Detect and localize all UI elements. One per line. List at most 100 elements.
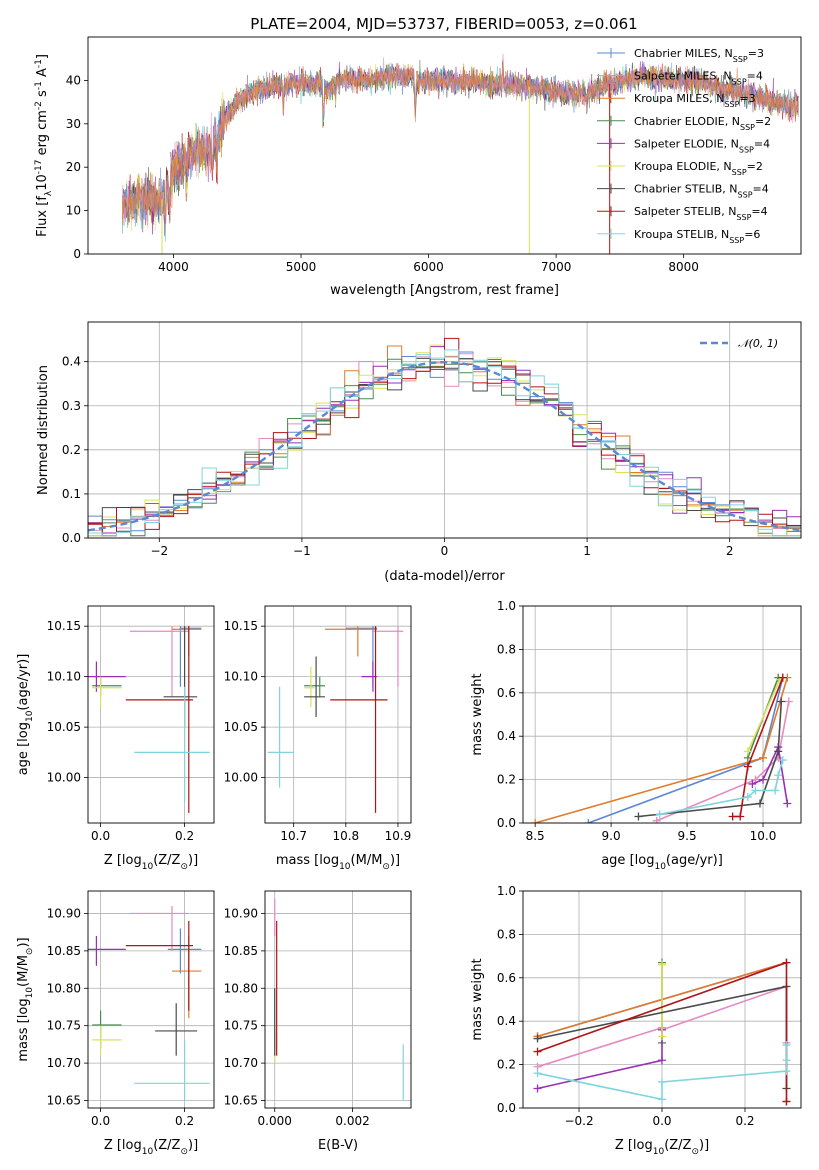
legend-label: Salpeter ELODIE, NSSP=4 bbox=[634, 137, 770, 154]
age-vs-z-x-label: Z [log10(Z/Z⊙)] bbox=[104, 853, 198, 872]
x-tick-label: 0.000 bbox=[258, 1114, 292, 1128]
plot-content bbox=[121, 54, 799, 254]
weight-vs-z-panel: −0.2 0.0 0.2 0.0 0.2 0.4 0.6 0.8 1.0 Z [log10(Z/Z… bbox=[470, 884, 802, 1157]
point-chabrier-miles bbox=[179, 626, 202, 687]
plot-frame bbox=[87, 321, 802, 539]
plot-content bbox=[274, 898, 404, 1101]
histogram-chabrier-miles bbox=[88, 351, 801, 537]
point-salpeter-miles bbox=[371, 626, 404, 687]
normal-curve bbox=[88, 360, 801, 532]
point-kroupa-stelib bbox=[267, 686, 294, 788]
weight-vs-age-x-label: age [log10(age/yr)] bbox=[601, 853, 723, 872]
point-kroupa-miles bbox=[324, 626, 378, 657]
series-marker bbox=[533, 1084, 542, 1093]
residuals-panel: −2 −1 0 1 2 0.0 0.1 0.2 0.3 0.4 𝒩(0, 1) (data-model… bbox=[36, 321, 802, 584]
y-tick-label: 0.2 bbox=[497, 773, 516, 787]
y-tick-label: 10.15 bbox=[224, 619, 258, 633]
mass-vs-z-panel: 0.0 0.2 10.65 10.70 10.75 10.80 10.85 10.90 Z [l… bbox=[16, 890, 215, 1157]
mass-vs-ebv-x-label: E(B-V) bbox=[318, 1138, 358, 1153]
y-tick-label: 10.80 bbox=[47, 981, 81, 995]
histogram-kroupa-stelib bbox=[88, 349, 801, 537]
point-salpeter-stelib bbox=[125, 920, 193, 1011]
y-tick-label: 0.8 bbox=[497, 927, 516, 941]
x-tick-label: 9.0 bbox=[602, 829, 621, 843]
series-marker bbox=[584, 819, 593, 823]
x-tick-label: −1 bbox=[293, 544, 311, 558]
legend-label: Chabrier MILES, NSSP=3 bbox=[634, 47, 764, 64]
point-kroupa-stelib bbox=[134, 1040, 210, 1101]
legend-item-kroupa-elodie: Kroupa ELODIE, NSSP=2 bbox=[597, 160, 763, 177]
legend-item-chabrier-elodie: Chabrier ELODIE, NSSP=2 bbox=[597, 115, 771, 132]
y-tick-label: 10.90 bbox=[47, 906, 81, 920]
residuals-x-label: (data-model)/error bbox=[384, 569, 505, 584]
series-marker bbox=[658, 1077, 666, 1086]
legend-label: Chabrier ELODIE, NSSP=2 bbox=[634, 115, 771, 132]
y-tick-label: 10.10 bbox=[47, 670, 81, 684]
y-tick-label: 10.10 bbox=[224, 670, 258, 684]
legend-label: Kroupa ELODIE, NSSP=2 bbox=[634, 160, 763, 177]
x-tick-label: 0.2 bbox=[175, 829, 194, 843]
y-tick-label: 10.75 bbox=[47, 1019, 81, 1033]
series-marker bbox=[533, 1034, 542, 1043]
y-tick-label: 0.4 bbox=[62, 355, 81, 369]
figure-title: PLATE=2004, MJD=53737, FIBERID=0053, z=0… bbox=[250, 15, 637, 33]
series-kroupa-stelib bbox=[655, 756, 787, 819]
series-marker bbox=[774, 771, 783, 780]
plot-frame bbox=[522, 890, 802, 1109]
y-tick-label: 10.05 bbox=[47, 720, 81, 734]
series-line bbox=[659, 759, 784, 816]
plot-content bbox=[531, 673, 793, 823]
plot-content bbox=[88, 337, 801, 537]
y-tick-label: 0.3 bbox=[62, 399, 81, 413]
mass-vs-z-y-label: mass [log10(M/M⊙)] bbox=[16, 937, 35, 1061]
series-marker bbox=[655, 810, 664, 819]
x-tick-label: 0.2 bbox=[175, 1114, 194, 1128]
series-kroupa-stelib bbox=[533, 1041, 791, 1104]
y-tick-label: 10.00 bbox=[224, 771, 258, 785]
legend-label: 𝒩(0, 1) bbox=[738, 337, 778, 350]
point-salpeter-elodie bbox=[88, 661, 126, 692]
legend-label: Chabrier STELIB, NSSP=4 bbox=[634, 183, 769, 200]
plot-frame bbox=[87, 605, 215, 824]
series-marker bbox=[533, 1047, 542, 1056]
x-tick-label: 0 bbox=[441, 544, 449, 558]
point-salpeter-elodie bbox=[88, 935, 126, 966]
series-kroupa-elodie bbox=[658, 960, 666, 1041]
y-tick-label: 0.0 bbox=[497, 816, 516, 830]
plot-frame bbox=[522, 605, 802, 824]
x-tick-label: 6000 bbox=[413, 260, 444, 274]
y-tick-label: 0.4 bbox=[497, 729, 516, 743]
age-vs-mass-x-label: mass [log10(M/M⊙)] bbox=[276, 853, 400, 872]
y-tick-label: 0.8 bbox=[497, 642, 516, 656]
residuals-y-label: Normed distribution bbox=[36, 365, 51, 495]
series-marker bbox=[771, 786, 780, 795]
histogram-chabrier-stelib bbox=[88, 357, 801, 537]
plot-frame bbox=[264, 890, 412, 1109]
point-chabrier-stelib bbox=[155, 1003, 198, 1056]
series-chabrier-stelib bbox=[634, 697, 786, 821]
x-tick-label: 8.5 bbox=[526, 829, 545, 843]
series-marker bbox=[652, 816, 661, 823]
series-marker bbox=[748, 779, 757, 788]
point-salpeter-miles bbox=[130, 905, 189, 951]
series-marker bbox=[736, 812, 745, 821]
series-marker bbox=[782, 1041, 791, 1050]
series-salpeter-stelib bbox=[728, 673, 787, 821]
legend-label: Salpeter STELIB, NSSP=4 bbox=[634, 205, 768, 222]
plot-content bbox=[533, 958, 791, 1106]
series-marker bbox=[778, 673, 787, 682]
point-chabrier-stelib bbox=[304, 656, 325, 718]
point-salpeter-stelib bbox=[330, 626, 388, 813]
y-tick-label: 40 bbox=[66, 73, 81, 87]
y-tick-label: 10.85 bbox=[224, 944, 258, 958]
series-marker bbox=[782, 958, 791, 967]
series-marker bbox=[784, 697, 793, 706]
spectrum-panel: 4000 5000 6000 7000 8000 0 10 20 30 40 wavelength … bbox=[34, 36, 802, 298]
point-salpeter-stelib bbox=[125, 626, 193, 813]
y-tick-label: 0.2 bbox=[497, 1058, 516, 1072]
residuals-legend: 𝒩(0, 1) bbox=[700, 337, 778, 350]
mass-vs-ebv-panel: 0.000 0.002 10.65 10.70 10.75 10.80 10.85 10.90… bbox=[224, 890, 412, 1153]
y-tick-label: 10.00 bbox=[47, 771, 81, 785]
y-tick-label: 0.6 bbox=[497, 971, 516, 985]
y-tick-label: 0.6 bbox=[497, 686, 516, 700]
